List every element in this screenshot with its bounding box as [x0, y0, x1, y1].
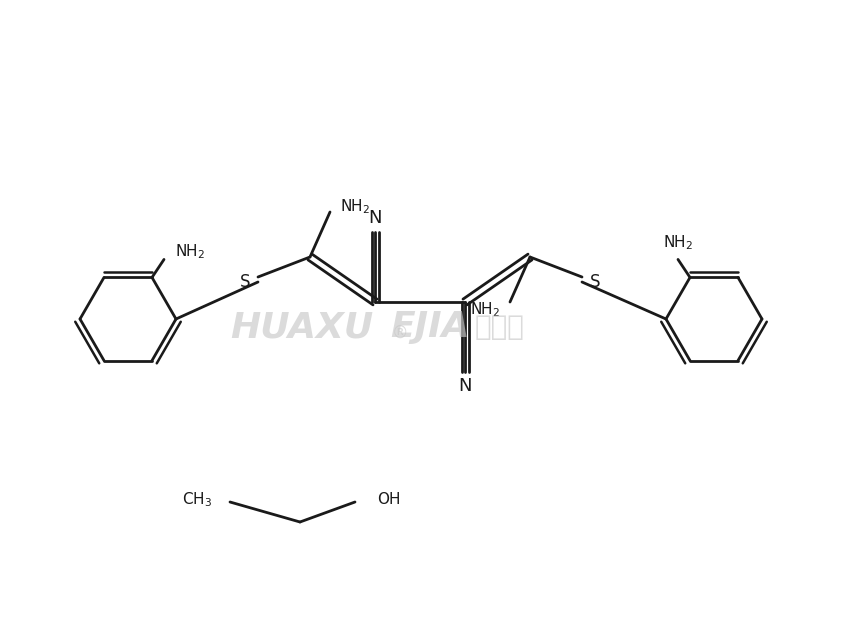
Text: NH$_2$: NH$_2$: [663, 233, 693, 252]
Text: S: S: [589, 273, 600, 291]
Text: EJIA: EJIA: [390, 310, 470, 344]
Text: CH$_3$: CH$_3$: [182, 490, 212, 509]
Text: HUAXU: HUAXU: [230, 310, 373, 344]
Text: N: N: [458, 377, 472, 395]
Text: NH$_2$: NH$_2$: [175, 242, 205, 261]
Text: NH$_2$: NH$_2$: [340, 198, 370, 216]
Text: NH$_2$: NH$_2$: [470, 301, 500, 319]
Text: N: N: [368, 209, 381, 227]
Text: 化学加: 化学加: [475, 313, 525, 341]
Text: ®: ®: [392, 324, 408, 342]
Text: S: S: [240, 273, 250, 291]
Text: OH: OH: [377, 492, 401, 507]
